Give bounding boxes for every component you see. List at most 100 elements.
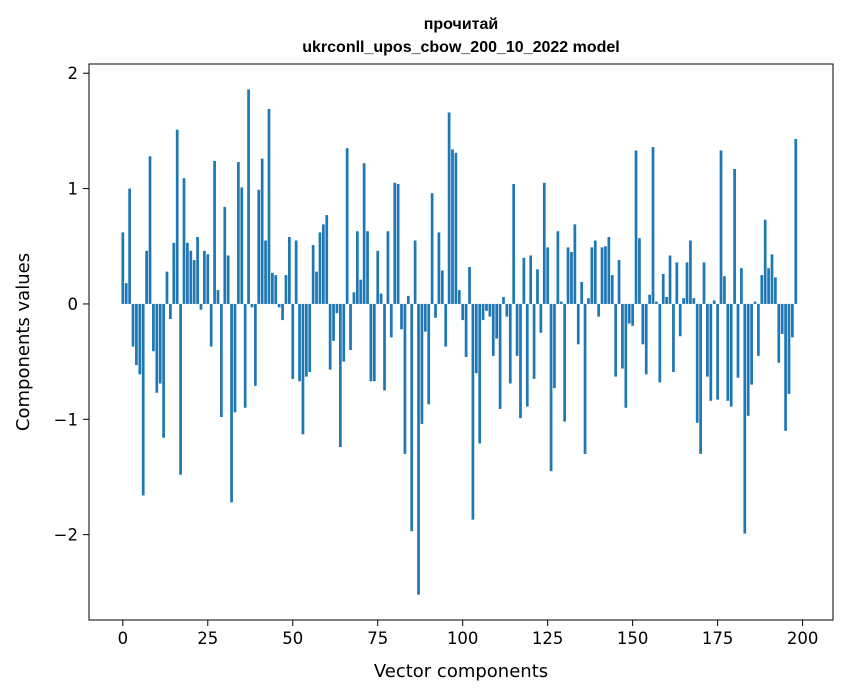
bar-24: [203, 250, 206, 304]
bar-3: [131, 303, 135, 347]
bar-23: [199, 303, 203, 310]
bar-134: [576, 303, 580, 345]
bar-10: [155, 303, 159, 393]
chart-title-line-1: прочитай: [424, 16, 499, 33]
bar-95: [444, 303, 448, 347]
bar-69: [355, 231, 359, 304]
bar-33: [233, 303, 237, 413]
bar-126: [549, 303, 553, 472]
bar-76: [379, 293, 383, 304]
bar-188: [760, 275, 764, 304]
bar-158: [658, 303, 662, 383]
bar-18: [182, 178, 186, 304]
bar-0: [121, 232, 125, 304]
bar-57: [315, 271, 318, 304]
bar-177: [723, 276, 726, 304]
x-tick-label: 75: [367, 629, 388, 648]
bar-133: [573, 224, 577, 304]
bar-82: [400, 303, 403, 330]
bar-136: [583, 303, 587, 454]
bar-131: [566, 247, 570, 304]
bar-79: [389, 303, 393, 338]
bar-157: [655, 301, 658, 304]
bar-90: [427, 303, 431, 405]
bar-174: [712, 300, 716, 304]
bar-103: [471, 303, 475, 520]
bar-87: [417, 303, 420, 595]
bar-128: [556, 231, 560, 304]
bar-80: [393, 182, 397, 304]
bar-117: [519, 303, 522, 419]
bar-178: [726, 303, 730, 401]
bar-119: [525, 303, 529, 407]
bar-190: [767, 268, 770, 304]
y-tick-label: −2: [54, 526, 78, 545]
bar-139: [593, 240, 597, 304]
bar-193: [777, 303, 781, 363]
bar-109: [491, 303, 495, 356]
bar-88: [420, 303, 424, 424]
bar-89: [423, 303, 427, 332]
bar-148: [624, 303, 628, 408]
bar-98: [454, 152, 458, 304]
x-tick-label: 0: [118, 629, 129, 648]
bar-176: [719, 150, 723, 304]
bar-140: [597, 303, 601, 317]
bar-7: [145, 250, 148, 304]
bar-17: [179, 303, 182, 475]
bar-99: [457, 290, 461, 304]
bar-168: [692, 298, 696, 304]
x-tick-label: 175: [702, 629, 734, 648]
x-tick-label: 50: [282, 629, 303, 648]
bar-187: [757, 303, 760, 356]
bar-145: [614, 303, 618, 377]
bar-16: [175, 129, 179, 304]
bar-105: [478, 303, 482, 444]
bar-46: [277, 303, 281, 308]
bar-184: [746, 303, 750, 416]
bar-1: [124, 283, 128, 304]
bar-144: [610, 275, 614, 304]
x-tick-label: 25: [197, 629, 218, 648]
bar-85: [410, 303, 414, 532]
y-tick-label: −1: [54, 410, 78, 429]
bar-49: [288, 237, 291, 304]
bar-183: [743, 303, 747, 534]
x-tick-label: 150: [617, 629, 649, 648]
bar-181: [736, 303, 740, 378]
bar-40: [257, 189, 261, 304]
y-tick-label: 1: [68, 180, 79, 199]
bar-192: [774, 277, 777, 304]
bar-125: [546, 247, 550, 304]
bar-42: [264, 240, 267, 304]
bar-60: [325, 215, 329, 304]
bar-130: [563, 303, 567, 422]
bar-122: [536, 269, 539, 304]
bar-26: [209, 303, 213, 347]
bar-146: [617, 260, 621, 304]
bar-93: [437, 232, 441, 304]
bar-180: [733, 168, 736, 304]
bar-48: [284, 275, 288, 304]
bar-132: [570, 252, 573, 304]
bar-143: [607, 237, 611, 304]
bar-160: [665, 297, 668, 304]
bar-12: [162, 303, 165, 438]
bar-164: [678, 303, 682, 337]
x-tick-label: 100: [447, 629, 479, 648]
bar-120: [529, 255, 533, 304]
bar-21: [192, 260, 196, 304]
bar-171: [702, 262, 706, 304]
y-axis-ticks: −2 −1 0 1 2: [54, 64, 89, 545]
bar-27: [213, 160, 216, 304]
bar-74: [372, 303, 376, 382]
bar-65: [342, 303, 346, 362]
bar-114: [508, 303, 512, 384]
bar-32: [230, 303, 233, 503]
bar-175: [716, 303, 719, 400]
bar-169: [695, 303, 699, 423]
bar-37: [247, 89, 250, 304]
bar-51: [294, 240, 298, 304]
bar-100: [461, 303, 465, 321]
bar-113: [505, 303, 509, 317]
